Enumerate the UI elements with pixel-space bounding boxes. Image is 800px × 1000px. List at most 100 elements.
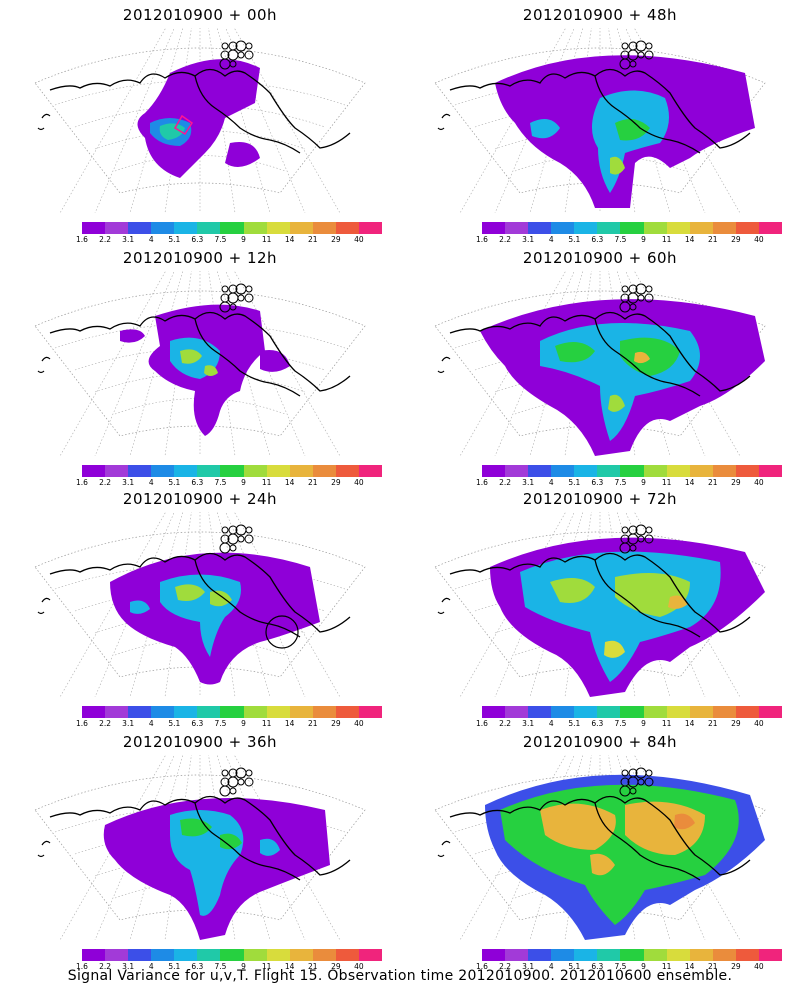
colorbar-swatch (505, 706, 529, 718)
variance-map (434, 28, 766, 213)
arctic-island (244, 777, 254, 787)
variance-contour (540, 803, 616, 850)
colorbar-swatch (289, 706, 313, 718)
colorbar-swatch (482, 465, 506, 477)
panel-title: 2012010900 + 00h (122, 6, 278, 24)
island (437, 840, 451, 858)
arctic-island (645, 526, 653, 534)
colorbar-tick-label: 40 (754, 235, 764, 244)
colorbar-swatch (620, 465, 644, 477)
variance-contour (550, 578, 595, 603)
colorbar-tick-label: 4 (148, 719, 154, 728)
colorbar (482, 949, 783, 961)
longitude-line (59, 28, 167, 213)
colorbar-tick-label: 14 (284, 962, 295, 971)
panel-48h: 2012010900 + 48h 1.6 2.2 3.1 4 5.1 6.3 7.5 9 11 1… (420, 0, 783, 244)
panel-84h: 2012010900 + 84h 1.6 2.2 3.1 4 5.1 6.3 7.5 9 11 1… (420, 727, 783, 971)
arctic-island (645, 769, 653, 777)
colorbar-swatch (220, 465, 244, 477)
arctic-island (229, 60, 237, 68)
colorbar-swatch (197, 465, 221, 477)
colorbar-swatch (128, 465, 152, 477)
colorbar-swatch (82, 706, 106, 718)
colorbar-tick-label: 6.3 (191, 719, 204, 728)
coastline (594, 802, 701, 881)
colorbar (82, 706, 383, 718)
colorbar-tick-label: 29 (331, 478, 341, 487)
colorbar-tick-label: 4 (548, 235, 554, 244)
arctic-island (644, 534, 654, 544)
arctic-island (221, 42, 229, 50)
colorbar-tick-label: 11 (261, 962, 272, 971)
arctic-island (237, 535, 245, 543)
colorbar-swatch (666, 222, 690, 234)
arctic-island (244, 50, 254, 60)
latitude-line (514, 398, 686, 415)
arctic-island (645, 42, 653, 50)
colorbar-tick-label: 11 (261, 235, 272, 244)
colorbar-tick-label: 11 (661, 235, 672, 244)
variance-contour (674, 813, 695, 830)
colorbar-swatch (243, 706, 267, 718)
island (437, 356, 451, 374)
colorbar-swatch (197, 222, 221, 234)
colorbar-swatch (597, 949, 621, 961)
colorbar-tick-label: 9 (641, 962, 646, 971)
colorbar-swatch (335, 949, 359, 961)
observation-circle (265, 615, 299, 649)
coastline (594, 318, 701, 397)
island (37, 113, 51, 131)
colorbar-tick-label: 3.1 (522, 478, 535, 487)
colorbar-ticks: 1.6 2.2 3.1 4 5.1 6.3 7.5 9 11 14 21 29 40 (476, 962, 782, 972)
colorbar-swatch (482, 706, 506, 718)
colorbar-tick-label: 21 (707, 478, 718, 487)
colorbar-tick-label: 3.1 (522, 719, 535, 728)
colorbar (82, 222, 383, 234)
variance-contour (159, 123, 185, 140)
arctic-island (245, 285, 253, 293)
colorbar-tick-label: 29 (331, 719, 341, 728)
arctic-island (637, 778, 645, 786)
arctic-island (621, 285, 629, 293)
colorbar-tick-label: 21 (307, 719, 318, 728)
colorbar-tick-label: 7.5 (214, 235, 227, 244)
colorbar-swatch (243, 465, 267, 477)
variance-contour (130, 600, 150, 614)
colorbar-tick-label: 21 (707, 962, 718, 971)
variance-contour (590, 853, 615, 876)
colorbar-tick-label: 14 (684, 235, 695, 244)
colorbar-swatch (758, 949, 783, 961)
panel-title: 2012010900 + 12h (122, 249, 278, 267)
colorbar-tick-label: 7.5 (614, 478, 627, 487)
colorbar-swatch (289, 465, 313, 477)
colorbar-swatch (689, 949, 713, 961)
colorbar-swatch (266, 949, 290, 961)
colorbar-tick-label: 9 (641, 719, 646, 728)
coastline (449, 311, 751, 392)
colorbar-swatch (128, 706, 152, 718)
colorbar-ticks: 1.6 2.2 3.1 4 5.1 6.3 7.5 9 11 14 21 29 40 (76, 719, 382, 729)
colorbar-swatch (289, 949, 313, 961)
arctic-island (245, 526, 253, 534)
colorbar-ticks: 1.6 2.2 3.1 4 5.1 6.3 7.5 9 11 14 21 29 40 (76, 478, 382, 488)
coastline (49, 311, 351, 392)
colorbar-tick-label: 5.1 (568, 719, 581, 728)
colorbar-swatch (712, 949, 736, 961)
colorbar-swatch (151, 222, 175, 234)
colorbar-swatch (620, 949, 644, 961)
colorbar-tick-label: 9 (241, 962, 246, 971)
colorbar-swatch (312, 949, 336, 961)
arctic-island (237, 51, 245, 59)
coastline (49, 68, 351, 149)
coastline (594, 559, 701, 638)
panel-12h: 2012010900 + 12h 1.6 2.2 3.1 4 5.1 6.3 7.5 9 11 1… (20, 243, 383, 487)
panel-title: 2012010900 + 84h (522, 733, 678, 751)
flight-track-marker (173, 114, 194, 136)
colorbar-tick-label: 11 (261, 719, 272, 728)
variance-contour (180, 349, 202, 364)
colorbar-tick-label: 5.1 (568, 235, 581, 244)
latitude-line (514, 639, 686, 656)
colorbar-swatch (335, 706, 359, 718)
colorbar-swatch (105, 706, 129, 718)
variance-map (434, 271, 766, 456)
